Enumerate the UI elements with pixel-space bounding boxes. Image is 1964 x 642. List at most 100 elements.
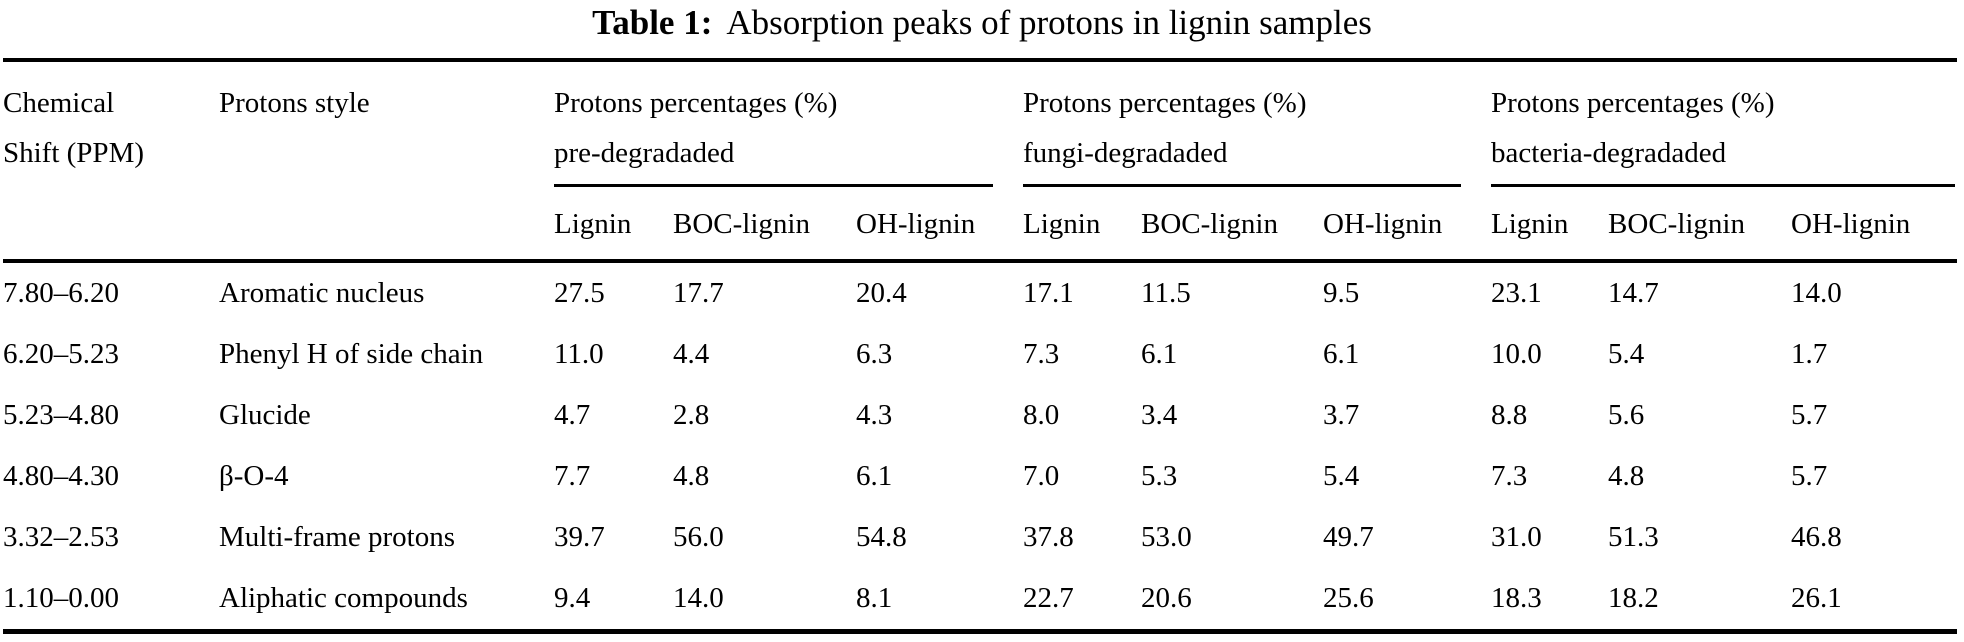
cell-value: 27.5 bbox=[554, 277, 605, 309]
subcol-header-oh-lignin: OH-lignin bbox=[1791, 189, 1958, 263]
cell-protons-style: Glucide bbox=[219, 399, 311, 431]
cell-value: 8.1 bbox=[856, 568, 1024, 634]
cell-value: 46.8 bbox=[1791, 521, 1842, 553]
subcol-header-lignin: Lignin bbox=[554, 189, 673, 263]
cell-chemical-shift: 1.10–0.00 bbox=[3, 568, 219, 634]
spacer-cell bbox=[3, 189, 219, 263]
subcol-header-oh-lignin: OH-lignin bbox=[1323, 189, 1492, 263]
cell-value: 26.1 bbox=[1791, 568, 1958, 634]
col-header-chemical-shift-line2: Shift (PPM) bbox=[3, 137, 145, 169]
cell-protons-style: Aliphatic compounds bbox=[219, 568, 554, 634]
col-header-chemical-shift: Chemical Shift (PPM) bbox=[3, 58, 219, 189]
cell-value: 39.7 bbox=[554, 521, 605, 553]
cell-chemical-shift: 6.20–5.23 bbox=[3, 338, 119, 370]
group-header-bacteria-degradaded: Protons percentages (%) bacteria-degrada… bbox=[1491, 58, 1958, 189]
cell-value: 8.0 bbox=[1023, 399, 1060, 431]
cell-value: 6.3 bbox=[856, 338, 893, 370]
cell-value: 23.1 bbox=[1491, 277, 1542, 309]
cell-value: 37.8 bbox=[1023, 521, 1074, 553]
cell-chemical-shift: 3.32–2.53 bbox=[3, 521, 119, 553]
cell-value: 14.0 bbox=[673, 568, 856, 634]
cell-value: 22.7 bbox=[1023, 568, 1142, 634]
group-header-pre-degradaded: Protons percentages (%) pre-degradaded bbox=[554, 58, 1024, 189]
cell-value: 14.7 bbox=[1608, 277, 1659, 309]
cell-value: 6.1 bbox=[856, 460, 893, 492]
table-row: 7.80–6.20 Aromatic nucleus 27.5 17.7 20.… bbox=[3, 261, 1957, 324]
cell-value: 53.0 bbox=[1141, 521, 1192, 553]
cell-value: 54.8 bbox=[856, 521, 907, 553]
group-header-title: Protons percentages (%) bbox=[554, 87, 838, 119]
cell-value: 4.8 bbox=[673, 460, 710, 492]
absorption-peaks-table: Chemical Shift (PPM) Protons style Proto… bbox=[3, 58, 1958, 634]
cell-value: 18.2 bbox=[1608, 568, 1792, 634]
table-row: 6.20–5.23 Phenyl H of side chain 11.0 4.… bbox=[3, 324, 1957, 385]
cell-value: 18.3 bbox=[1491, 568, 1609, 634]
subcol-header-oh-lignin: OH-lignin bbox=[856, 189, 1024, 263]
cell-value: 49.7 bbox=[1323, 521, 1374, 553]
col-header-chemical-shift-line1: Chemical bbox=[3, 87, 115, 119]
cell-value: 4.7 bbox=[554, 399, 591, 431]
cell-value: 5.4 bbox=[1323, 460, 1360, 492]
cell-value: 17.1 bbox=[1023, 277, 1074, 309]
cell-value: 7.7 bbox=[554, 460, 591, 492]
cell-value: 5.4 bbox=[1608, 338, 1645, 370]
cell-protons-style: β-O-4 bbox=[219, 460, 289, 492]
cell-value: 11.0 bbox=[554, 338, 604, 370]
group-header-title: Protons percentages (%) bbox=[1023, 87, 1307, 119]
group-header-subtitle: fungi-degradaded bbox=[1023, 137, 1228, 169]
table-row: 4.80–4.30 β-O-4 7.7 4.8 6.1 7.0 5.3 5.4 … bbox=[3, 446, 1957, 507]
cell-value: 5.7 bbox=[1791, 460, 1828, 492]
cell-protons-style: Aromatic nucleus bbox=[219, 277, 425, 309]
cell-protons-style: Phenyl H of side chain bbox=[219, 338, 484, 370]
cell-value: 6.1 bbox=[1141, 338, 1178, 370]
group-header-title: Protons percentages (%) bbox=[1491, 87, 1775, 119]
cell-value: 51.3 bbox=[1608, 521, 1659, 553]
cell-value: 7.3 bbox=[1023, 338, 1060, 370]
cell-value: 2.8 bbox=[673, 399, 710, 431]
cell-value: 20.4 bbox=[856, 277, 907, 309]
cell-value: 9.5 bbox=[1323, 277, 1360, 309]
subcol-header-boc-lignin: BOC-lignin bbox=[1141, 189, 1324, 263]
subcol-header-lignin: Lignin bbox=[1023, 189, 1142, 263]
subcol-header-lignin: Lignin bbox=[1491, 189, 1609, 263]
subcol-header-boc-lignin: BOC-lignin bbox=[1608, 189, 1792, 263]
table-caption-number: Table 1: bbox=[592, 3, 713, 42]
group-header-fungi-degradaded: Protons percentages (%) fungi-degradaded bbox=[1023, 58, 1492, 189]
cell-value: 20.6 bbox=[1141, 568, 1324, 634]
group-header-subtitle: pre-degradaded bbox=[554, 137, 735, 169]
cell-value: 4.4 bbox=[673, 338, 710, 370]
col-header-protons-style: Protons style bbox=[219, 58, 554, 189]
cell-value: 5.3 bbox=[1141, 460, 1178, 492]
cell-value: 5.6 bbox=[1608, 399, 1645, 431]
cell-value: 31.0 bbox=[1491, 521, 1542, 553]
cell-value: 7.3 bbox=[1491, 460, 1528, 492]
cell-value: 14.0 bbox=[1791, 277, 1842, 309]
cell-value: 8.8 bbox=[1491, 399, 1528, 431]
cell-value: 10.0 bbox=[1491, 338, 1542, 370]
cell-protons-style: Multi-frame protons bbox=[219, 521, 455, 553]
cell-chemical-shift: 4.80–4.30 bbox=[3, 460, 119, 492]
table-row: 1.10–0.00 Aliphatic compounds 9.4 14.0 8… bbox=[3, 568, 1958, 634]
cell-value: 56.0 bbox=[673, 521, 724, 553]
header-row: Chemical Shift (PPM) Protons style Proto… bbox=[3, 58, 1958, 189]
spacer-cell bbox=[219, 189, 554, 263]
cell-chemical-shift: 5.23–4.80 bbox=[3, 399, 119, 431]
table-row: 5.23–4.80 Glucide 4.7 2.8 4.3 8.0 3.4 3.… bbox=[3, 385, 1957, 446]
cell-value: 4.3 bbox=[856, 399, 893, 431]
cell-value: 3.7 bbox=[1323, 399, 1360, 431]
cell-value: 11.5 bbox=[1141, 277, 1191, 309]
cell-chemical-shift: 7.80–6.20 bbox=[3, 277, 119, 309]
cell-value: 4.8 bbox=[1608, 460, 1645, 492]
subheader-row: Lignin BOC-lignin OH-lignin Lignin BOC-l… bbox=[3, 189, 1958, 263]
group-header-subtitle: bacteria-degradaded bbox=[1491, 137, 1727, 169]
table-caption: Table 1: Absorption peaks of protons in l… bbox=[0, 0, 1964, 58]
cell-value: 5.7 bbox=[1791, 399, 1828, 431]
table-row: 3.32–2.53 Multi-frame protons 39.7 56.0 … bbox=[3, 507, 1957, 568]
cell-value: 1.7 bbox=[1791, 338, 1828, 370]
cell-value: 3.4 bbox=[1141, 399, 1178, 431]
col-header-protons-style-label: Protons style bbox=[219, 87, 370, 119]
cell-value: 17.7 bbox=[673, 277, 724, 309]
cell-value: 6.1 bbox=[1323, 338, 1360, 370]
cell-value: 25.6 bbox=[1323, 568, 1492, 634]
cell-value: 9.4 bbox=[554, 568, 673, 634]
